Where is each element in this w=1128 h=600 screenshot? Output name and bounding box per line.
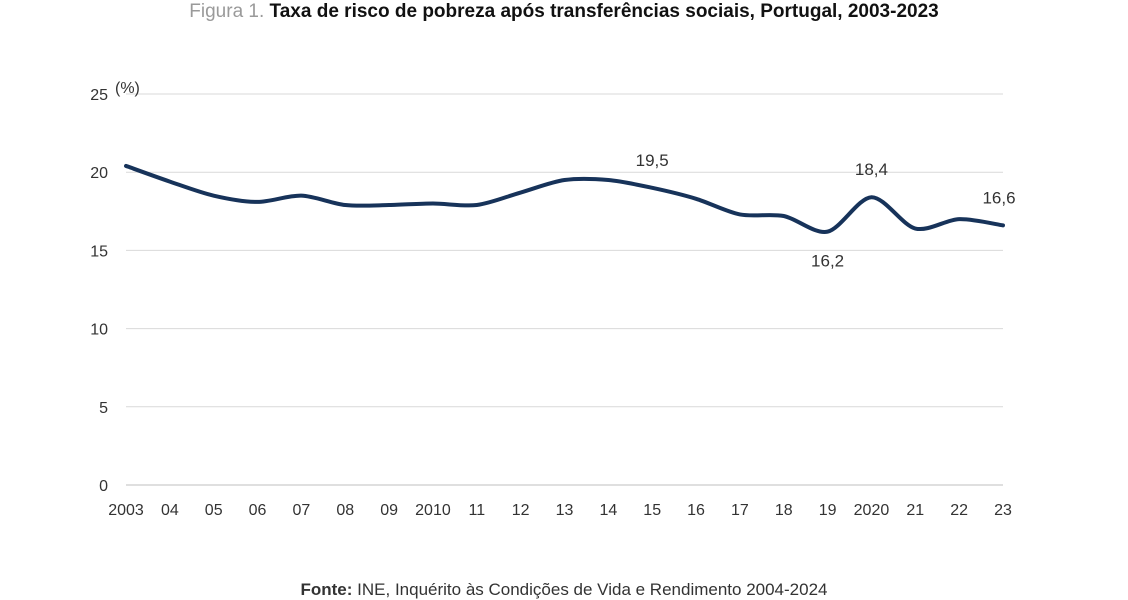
y-tick-label: 20 — [90, 165, 108, 182]
x-tick-label: 17 — [731, 502, 749, 519]
x-tick-label: 21 — [906, 502, 924, 519]
x-tick-label: 2003 — [108, 502, 144, 519]
y-axis-label: (%) — [115, 80, 140, 97]
x-tick-label: 18 — [775, 502, 793, 519]
x-tick-label: 23 — [994, 502, 1012, 519]
series-line — [124, 163, 1005, 234]
y-tick-label: 0 — [99, 478, 108, 495]
y-tick-label: 15 — [90, 243, 108, 260]
x-tick-label: 15 — [643, 502, 661, 519]
x-tick-label: 11 — [468, 502, 485, 519]
x-tick-label: 22 — [950, 502, 968, 519]
data-label: 19,5 — [636, 151, 669, 170]
source-note: Fonte: INE, Inquérito às Condições de Vi… — [0, 580, 1128, 600]
x-tick-label: 14 — [599, 502, 617, 519]
x-tick-label: 09 — [380, 502, 398, 519]
x-tick-label: 04 — [161, 502, 179, 519]
y-tick-label: 25 — [90, 87, 108, 104]
figure-title: Taxa de risco de pobreza após transferên… — [269, 1, 939, 22]
y-tick-label: 10 — [90, 322, 108, 339]
data-label: 18,4 — [855, 160, 888, 179]
source-text: INE, Inquérito às Condições de Vida e Re… — [357, 580, 828, 599]
source-label: Fonte: — [300, 580, 353, 599]
x-tick-label: 2020 — [854, 502, 890, 519]
y-tick-label: 5 — [99, 400, 108, 417]
data-label: 16,6 — [982, 188, 1015, 207]
x-tick-label: 16 — [687, 502, 705, 519]
figure-number: Figura 1. — [189, 1, 265, 22]
x-tick-label: 05 — [205, 502, 223, 519]
x-tick-label: 2010 — [415, 502, 451, 519]
chart-title: Figura 1. Taxa de risco de pobreza após … — [0, 0, 1128, 24]
x-tick-label: 19 — [819, 502, 837, 519]
x-tick-label: 06 — [249, 502, 267, 519]
x-tick-label: 08 — [336, 502, 354, 519]
x-tick-label: 12 — [512, 502, 530, 519]
x-tick-label: 13 — [556, 502, 574, 519]
data-label: 16,2 — [811, 252, 844, 271]
x-tick-label: 07 — [293, 502, 311, 519]
